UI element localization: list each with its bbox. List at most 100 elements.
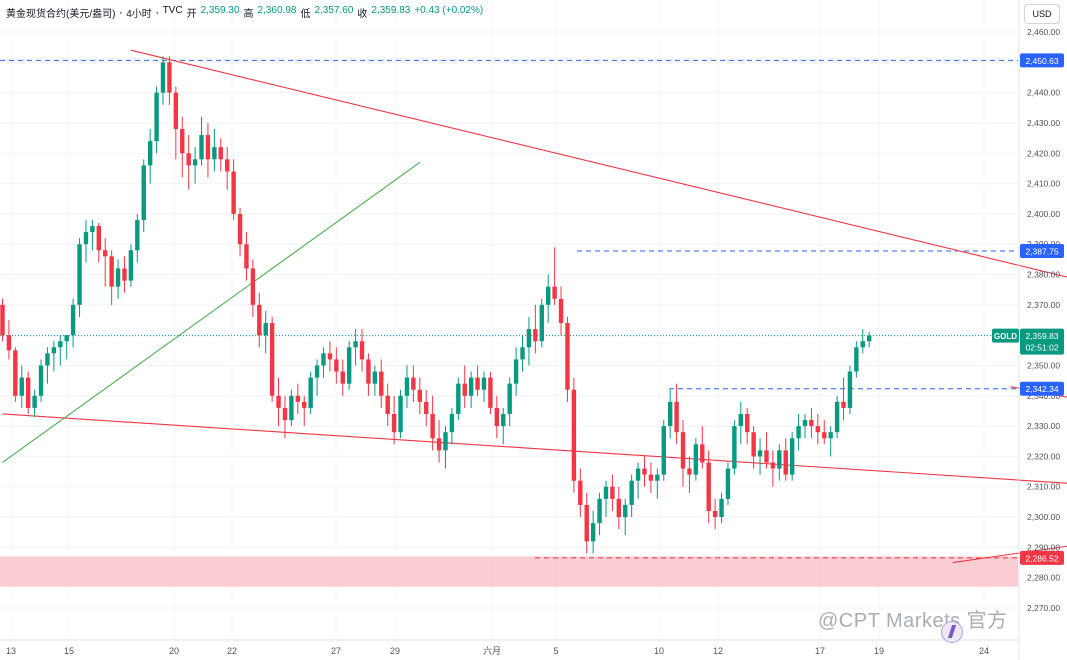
time-tick-label: 17 xyxy=(815,646,825,656)
candle xyxy=(616,486,622,530)
candle xyxy=(847,365,853,414)
open-label: 开 xyxy=(186,9,197,20)
candle xyxy=(770,450,776,487)
candle xyxy=(77,238,82,317)
open-value: 2,359.30 xyxy=(200,5,240,16)
price-tick-label: 2,310.00 xyxy=(1027,482,1060,492)
price-tick-label: 2,330.00 xyxy=(1027,421,1060,431)
candle xyxy=(629,474,634,518)
candle xyxy=(340,359,345,396)
interval-label[interactable]: 4小时 xyxy=(126,9,152,20)
price-tags-layer: 2,450.63 2,387.75 2,342.34 2,286.52 GOLD 2,35… xyxy=(992,53,1064,565)
candle xyxy=(578,468,583,518)
low-label: 低 xyxy=(300,9,311,20)
candle xyxy=(70,298,76,348)
price-tick-label: 2,270.00 xyxy=(1027,603,1060,613)
candle xyxy=(282,395,288,439)
price-tick-label: 2,340.00 xyxy=(1027,391,1060,401)
candle xyxy=(513,347,519,396)
price-tick-label: 2,460.00 xyxy=(1027,27,1060,37)
candle xyxy=(6,320,12,360)
trendline[interactable] xyxy=(2,413,1067,484)
price-tick-label: 2,280.00 xyxy=(1027,573,1060,583)
candle xyxy=(244,232,249,281)
candle xyxy=(533,304,538,354)
trendline[interactable] xyxy=(130,49,1067,405)
candle xyxy=(693,438,699,481)
candle xyxy=(212,129,217,172)
price-tick-label: 2,420.00 xyxy=(1027,148,1060,158)
candle xyxy=(366,353,371,396)
candle xyxy=(796,413,801,451)
time-tick-label: 10 xyxy=(654,646,664,656)
candle xyxy=(488,371,493,414)
candle xyxy=(700,426,705,469)
candle xyxy=(507,377,512,427)
time-tick-label: 六月 xyxy=(483,645,501,656)
candle xyxy=(19,365,24,408)
candle xyxy=(635,462,641,499)
candle xyxy=(160,56,166,105)
candle xyxy=(173,86,179,160)
candle xyxy=(83,219,89,263)
price-tick-label: 2,410.00 xyxy=(1027,179,1060,189)
candle xyxy=(411,365,416,402)
close-label: 收 xyxy=(357,9,368,20)
candle xyxy=(546,274,551,324)
candle xyxy=(655,468,660,499)
level-price-tag xyxy=(1020,244,1064,259)
candle xyxy=(385,383,390,427)
support-zone xyxy=(0,556,1018,587)
time-tick-label: 29 xyxy=(390,646,400,656)
candle xyxy=(597,492,602,536)
candle xyxy=(218,138,223,172)
candle xyxy=(263,310,268,354)
price-tick-label: 2,440.00 xyxy=(1027,88,1060,98)
candle xyxy=(738,401,743,445)
candle xyxy=(468,371,474,408)
candle xyxy=(757,438,763,475)
candle xyxy=(128,244,134,287)
candle xyxy=(327,341,333,372)
level-price-text: 2,286.52 xyxy=(1025,553,1058,563)
candle xyxy=(475,365,480,396)
time-tick-label: 12 xyxy=(713,646,723,656)
candle xyxy=(257,292,262,348)
candle xyxy=(860,329,865,354)
candle xyxy=(51,341,57,372)
time-tick-label: 13 xyxy=(6,646,16,656)
candle xyxy=(449,407,455,445)
candle xyxy=(276,377,281,427)
trendline[interactable] xyxy=(2,161,421,463)
time-axis[interactable]: 13 15 20 22 27 29 六月 5 10 12 17 19 24 xyxy=(0,639,1018,656)
symbol-name[interactable]: 黄金现货合约(美元/盎司) xyxy=(6,9,116,20)
countdown-text: 02:51:02 xyxy=(1025,343,1058,353)
price-tick-label: 2,370.00 xyxy=(1027,300,1060,310)
candle xyxy=(680,420,686,487)
candle xyxy=(526,316,532,366)
candle xyxy=(186,135,191,190)
candle xyxy=(103,238,108,287)
time-tick-label: 22 xyxy=(227,646,237,656)
candle xyxy=(308,371,313,414)
candle xyxy=(789,432,795,481)
candle xyxy=(0,298,5,342)
candle xyxy=(687,456,692,493)
candle xyxy=(391,395,397,445)
level-price-tag xyxy=(1020,381,1064,396)
candle xyxy=(231,159,236,220)
candle xyxy=(443,426,448,469)
candle xyxy=(167,56,172,105)
candle xyxy=(558,286,564,336)
candle xyxy=(269,316,275,402)
candle xyxy=(180,116,185,178)
lightning-icon xyxy=(941,621,963,643)
candle xyxy=(623,498,628,536)
candle xyxy=(642,456,647,487)
candle xyxy=(584,492,589,554)
candle xyxy=(565,316,570,402)
candle xyxy=(90,219,95,251)
currency-button[interactable]: USD xyxy=(1024,4,1060,24)
time-tick-label: 24 xyxy=(979,646,989,656)
